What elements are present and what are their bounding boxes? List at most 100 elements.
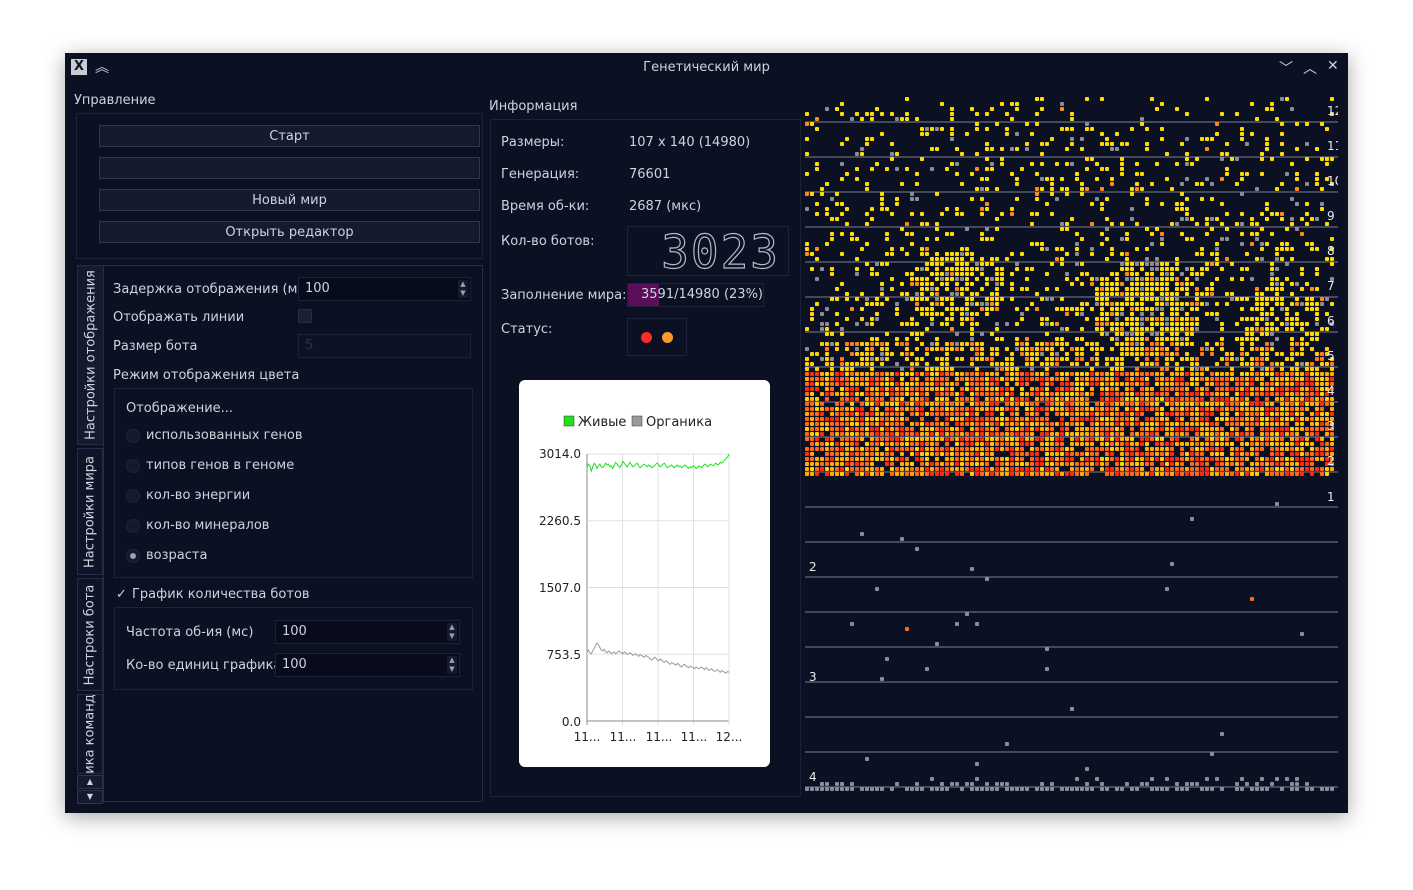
bot-cell (1065, 222, 1069, 226)
bot-cell (1150, 97, 1154, 101)
tab-bot-settings[interactable]: Настроки бота (77, 578, 103, 691)
bot-cell (1070, 422, 1074, 426)
world-view[interactable]: 121110987654321234 (805, 97, 1342, 793)
bot-cell (1165, 432, 1169, 436)
bot-cell (1045, 272, 1049, 276)
start-button[interactable]: Старт (99, 125, 480, 147)
bot-cell (805, 392, 809, 396)
mode-radio-energy[interactable] (126, 489, 140, 503)
chevron-down-icon[interactable]: ﹀ (1279, 61, 1293, 77)
bot-cell (1050, 452, 1054, 456)
bot-cell (1020, 437, 1024, 441)
bot-cell (1010, 372, 1014, 376)
open-editor-button[interactable]: Открыть редактор (99, 221, 480, 243)
bot-cell (1075, 462, 1079, 466)
bot-cell (1180, 142, 1184, 146)
bot-cell (1170, 422, 1174, 426)
bot-cell (945, 207, 949, 211)
bot-cell (1250, 317, 1254, 321)
spin-arrows-icon[interactable]: ▲ ▼ (458, 280, 468, 298)
bot-cell (1280, 397, 1284, 401)
chevron-up-icon[interactable]: ︿ (1303, 61, 1317, 77)
bot-cell (1190, 517, 1194, 521)
bot-cell (1180, 217, 1184, 221)
bot-cell (890, 382, 894, 386)
units-spinbox[interactable]: 100 ▲ ▼ (275, 653, 460, 677)
bot-cell (995, 347, 999, 351)
bot-cell (930, 387, 934, 391)
bot-cell (1130, 282, 1134, 286)
delay-spinbox[interactable]: 100 ▲ ▼ (298, 277, 471, 301)
bot-cell (1215, 377, 1219, 381)
bot-cell (1325, 447, 1329, 451)
tab-world-settings[interactable]: Настройки мира (77, 448, 103, 575)
bot-cell (1105, 357, 1109, 361)
bot-cell (845, 382, 849, 386)
series-line-alive (586, 453, 730, 473)
bot-cell (1130, 467, 1134, 471)
tab-display-settings[interactable]: Настройки отображения (77, 265, 103, 445)
bot-cell (840, 362, 844, 366)
bot-size-spinbox[interactable]: 5 (298, 334, 471, 358)
bot-cell (1100, 292, 1104, 296)
bot-cell (945, 407, 949, 411)
new-world-button[interactable]: Новый мир (99, 189, 480, 211)
mode-radio-gene-types[interactable] (126, 459, 140, 473)
graph-check-icon[interactable]: ✓ (116, 587, 127, 602)
bot-cell (1040, 317, 1044, 321)
freq-spinbox[interactable]: 100 ▲ ▼ (275, 620, 460, 644)
bot-cell (1090, 432, 1094, 436)
bot-cell (1215, 407, 1219, 411)
show-lines-checkbox[interactable] (298, 309, 312, 323)
spin-arrows-icon[interactable]: ▲ ▼ (447, 656, 457, 674)
bot-cell (905, 372, 909, 376)
bot-cell (1000, 277, 1004, 281)
stop-button[interactable] (99, 157, 480, 179)
bot-cell (1290, 462, 1294, 466)
bot-cell (1020, 787, 1024, 791)
bot-cell (1005, 357, 1009, 361)
bot-cell (1145, 297, 1149, 301)
bot-cell (835, 287, 839, 291)
bot-cell (1175, 342, 1179, 346)
mode-radio-used-genes[interactable] (126, 429, 140, 443)
bot-cell (1155, 362, 1159, 366)
bot-cell (1240, 377, 1244, 381)
mode-radio-minerals[interactable] (126, 519, 140, 533)
bot-cell (960, 277, 964, 281)
x-app-icon[interactable]: X (71, 59, 87, 75)
spin-arrows-icon[interactable]: ▲ ▼ (447, 623, 457, 641)
bot-cell (1290, 197, 1294, 201)
bot-cell (1155, 427, 1159, 431)
bot-cell (805, 432, 809, 436)
bot-cell (1150, 457, 1154, 461)
keep-above-icon[interactable]: ︽ (95, 60, 109, 76)
bot-cell (1225, 257, 1229, 261)
tab-commands[interactable]: ика команд (77, 694, 103, 774)
bot-cell (1305, 157, 1309, 161)
bot-cell (965, 782, 969, 786)
bot-cell (940, 347, 944, 351)
bot-cell (1155, 307, 1159, 311)
bot-cell (1015, 382, 1019, 386)
bot-cell (1185, 382, 1189, 386)
bot-cell (915, 472, 919, 476)
bot-cell (915, 282, 919, 286)
tabs-scroll-up-button[interactable]: ▲ (77, 775, 103, 789)
mode-radio-age[interactable] (126, 549, 140, 563)
close-icon[interactable]: ✕ (1327, 58, 1339, 74)
bot-cell (1170, 562, 1174, 566)
bot-cell (815, 467, 819, 471)
bot-cell (1160, 447, 1164, 451)
bot-cell (1055, 197, 1059, 201)
bot-cell (865, 467, 869, 471)
bot-cell (1265, 412, 1269, 416)
bot-cell (895, 117, 899, 121)
bot-cell (1325, 222, 1329, 226)
bot-cell (930, 442, 934, 446)
bot-cell (875, 472, 879, 476)
bot-cell (890, 157, 894, 161)
bot-cell (1120, 372, 1124, 376)
bot-cell (1125, 322, 1129, 326)
tabs-scroll-down-button[interactable]: ▼ (77, 790, 103, 804)
